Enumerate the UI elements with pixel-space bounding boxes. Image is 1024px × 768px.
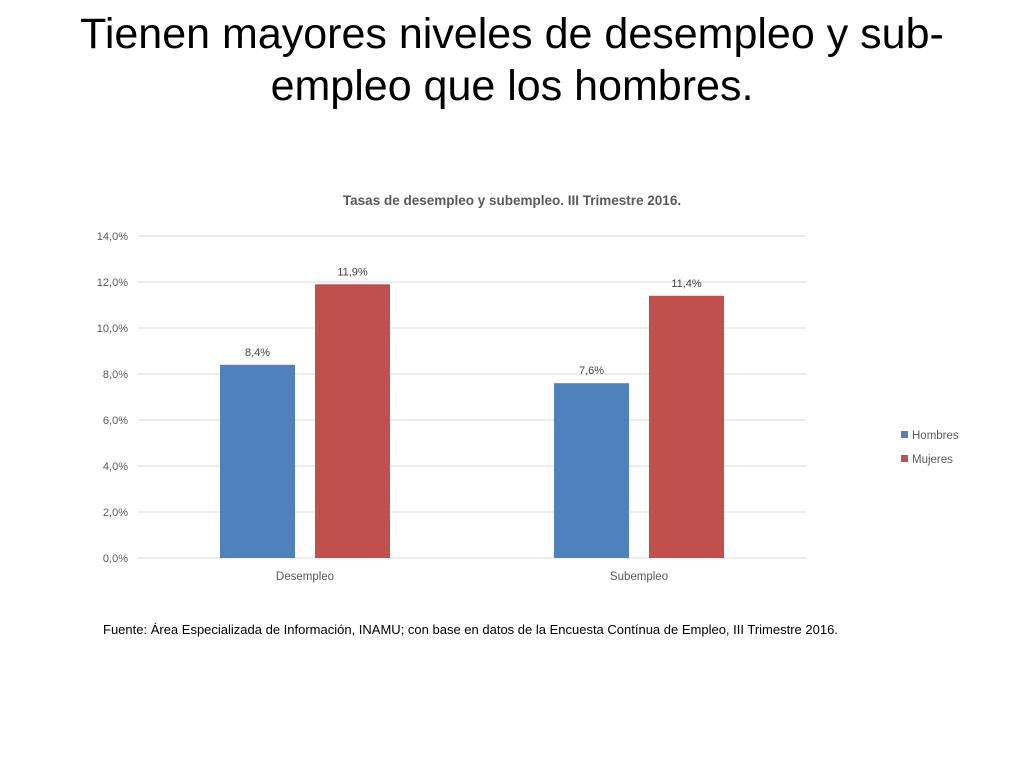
- y-tick-label: 10,0%: [97, 323, 128, 335]
- legend-label-hombres: Hombres: [912, 430, 959, 442]
- bar-mujeres-desempleo: [315, 284, 390, 558]
- legend-label-mujeres: Mujeres: [912, 454, 953, 466]
- data-label: 11,4%: [671, 278, 702, 290]
- data-label: 11,9%: [337, 266, 368, 278]
- bar-hombres-desempleo: [220, 364, 295, 558]
- x-category-label: Subempleo: [610, 571, 668, 583]
- bar-mujeres-subempleo: [649, 295, 724, 558]
- bar-hombres-subempleo: [554, 383, 629, 558]
- chart-title: Tasas de desempleo y subempleo. III Trim…: [343, 193, 681, 208]
- source-note: Fuente: Área Especializada de Informació…: [103, 622, 838, 637]
- bars: [220, 284, 724, 558]
- y-tick-label: 0,0%: [103, 553, 128, 565]
- y-axis-ticks: 0,0% 2,0% 4,0% 6,0% 8,0% 10,0% 12,0% 14,0%: [97, 231, 128, 565]
- y-tick-label: 4,0%: [103, 461, 128, 473]
- x-category-label: Desempleo: [276, 571, 334, 583]
- legend: Hombres Mujeres: [901, 430, 959, 466]
- y-tick-label: 14,0%: [97, 231, 128, 243]
- legend-swatch-hombres: [901, 431, 908, 438]
- data-labels: 8,4% 11,9% 7,6% 11,4%: [245, 266, 702, 377]
- y-tick-label: 12,0%: [97, 277, 128, 289]
- legend-swatch-mujeres: [901, 455, 908, 462]
- x-axis-categories: Desempleo Subempleo: [276, 571, 668, 583]
- data-label: 7,6%: [579, 365, 604, 377]
- data-label: 8,4%: [245, 347, 270, 359]
- y-tick-label: 6,0%: [103, 415, 128, 427]
- y-tick-label: 2,0%: [103, 507, 128, 519]
- y-tick-label: 8,0%: [103, 369, 128, 381]
- slide-title: Tienen mayores niveles de desempleo y su…: [80, 10, 944, 110]
